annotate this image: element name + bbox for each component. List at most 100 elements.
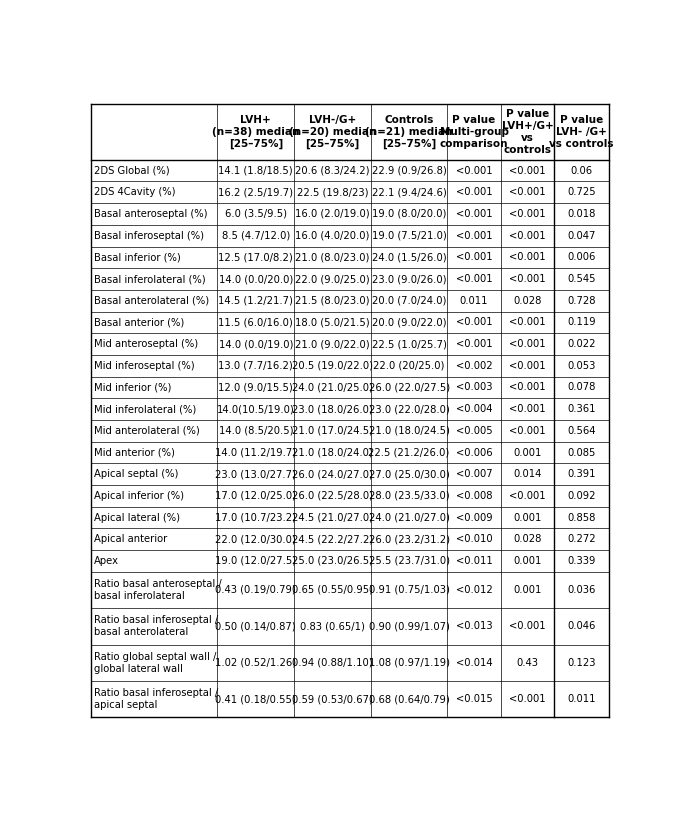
- Text: P value
LVH+/G+
vs
controls: P value LVH+/G+ vs controls: [501, 109, 553, 154]
- Text: 14.0 (0.0/19.0): 14.0 (0.0/19.0): [219, 339, 293, 349]
- Text: 22.0 (20/25.0): 22.0 (20/25.0): [374, 361, 445, 371]
- Text: <0.001: <0.001: [509, 231, 546, 241]
- Text: 23.0 (22.0/28.0): 23.0 (22.0/28.0): [369, 404, 449, 414]
- Text: 24.5 (22.2/27.2): 24.5 (22.2/27.2): [292, 534, 373, 544]
- Text: Mid anteroseptal (%): Mid anteroseptal (%): [94, 339, 198, 349]
- Text: 0.545: 0.545: [567, 274, 595, 284]
- Text: 24.5 (21.0/27.0): 24.5 (21.0/27.0): [292, 512, 373, 523]
- Text: <0.001: <0.001: [509, 317, 546, 328]
- Text: Basal anteroseptal (%): Basal anteroseptal (%): [94, 209, 208, 219]
- Text: <0.001: <0.001: [509, 491, 546, 501]
- Text: 0.83 (0.65/1): 0.83 (0.65/1): [300, 621, 365, 632]
- Text: 22.5 (21.2/26.0): 22.5 (21.2/26.0): [368, 447, 449, 458]
- Text: 0.41 (0.18/0.55): 0.41 (0.18/0.55): [216, 694, 296, 704]
- Text: 0.085: 0.085: [567, 447, 595, 458]
- Text: 20.0 (7.0/24.0): 20.0 (7.0/24.0): [372, 296, 446, 306]
- Text: 0.078: 0.078: [567, 382, 595, 393]
- Text: 0.119: 0.119: [567, 317, 595, 328]
- Text: 18.0 (5.0/21.5): 18.0 (5.0/21.5): [295, 317, 370, 328]
- Text: 17.0 (10.7/23.2): 17.0 (10.7/23.2): [216, 512, 296, 523]
- Text: <0.011: <0.011: [456, 556, 492, 566]
- Text: 0.272: 0.272: [567, 534, 595, 544]
- Text: <0.013: <0.013: [456, 621, 492, 632]
- Text: 23.0 (9.0/26.0): 23.0 (9.0/26.0): [372, 274, 446, 284]
- Text: <0.003: <0.003: [456, 382, 492, 393]
- Text: Ratio basal inferoseptal /
basal anterolateral: Ratio basal inferoseptal / basal anterol…: [94, 615, 218, 637]
- Text: <0.005: <0.005: [456, 426, 492, 436]
- Text: LVH+
(n=38) median
[25–75%]: LVH+ (n=38) median [25–75%]: [212, 115, 299, 149]
- Text: 14.0 (8.5/20.5): 14.0 (8.5/20.5): [218, 426, 293, 436]
- Text: 24.0 (1.5/26.0): 24.0 (1.5/26.0): [372, 252, 447, 263]
- Text: <0.004: <0.004: [456, 404, 492, 414]
- Text: 24.0 (21.0/25.0): 24.0 (21.0/25.0): [292, 382, 373, 393]
- Text: Apical septal (%): Apical septal (%): [94, 469, 179, 479]
- Text: 0.123: 0.123: [567, 658, 595, 667]
- Text: Mid inferoseptal (%): Mid inferoseptal (%): [94, 361, 195, 371]
- Text: <0.001: <0.001: [456, 339, 492, 349]
- Text: <0.010: <0.010: [456, 534, 492, 544]
- Text: 22.9 (0.9/26.8): 22.9 (0.9/26.8): [372, 166, 447, 176]
- Text: <0.001: <0.001: [456, 274, 492, 284]
- Text: Mid inferior (%): Mid inferior (%): [94, 382, 172, 393]
- Text: 21.0 (17.0/24.5): 21.0 (17.0/24.5): [292, 426, 373, 436]
- Text: <0.001: <0.001: [456, 252, 492, 263]
- Text: 25.0 (23.0/26.5): 25.0 (23.0/26.5): [292, 556, 373, 566]
- Text: <0.015: <0.015: [456, 694, 492, 704]
- Text: 14.0 (11.2/19.7): 14.0 (11.2/19.7): [216, 447, 297, 458]
- Text: 11.5 (6.0/16.0): 11.5 (6.0/16.0): [218, 317, 293, 328]
- Text: 17.0 (12.0/25.0): 17.0 (12.0/25.0): [216, 491, 296, 501]
- Text: Mid anterior (%): Mid anterior (%): [94, 447, 175, 458]
- Text: <0.001: <0.001: [456, 317, 492, 328]
- Text: <0.014: <0.014: [456, 658, 492, 667]
- Text: 0.68 (0.64/0.79): 0.68 (0.64/0.79): [369, 694, 449, 704]
- Text: 21.0 (18.0/24.5): 21.0 (18.0/24.5): [369, 426, 449, 436]
- Text: Mid anterolateral (%): Mid anterolateral (%): [94, 426, 200, 436]
- Text: Apical anterior: Apical anterior: [94, 534, 168, 544]
- Text: 16.0 (4.0/20.0): 16.0 (4.0/20.0): [295, 231, 370, 241]
- Text: 0.011: 0.011: [567, 694, 595, 704]
- Text: 0.858: 0.858: [567, 512, 595, 523]
- Text: Apical inferior (%): Apical inferior (%): [94, 491, 184, 501]
- Text: Mid inferolateral (%): Mid inferolateral (%): [94, 404, 196, 414]
- Text: 12.0 (9.0/15.5): 12.0 (9.0/15.5): [218, 382, 293, 393]
- Text: 22.5 (19.8/23): 22.5 (19.8/23): [297, 187, 368, 198]
- Text: 21.0 (18.0/24.0): 21.0 (18.0/24.0): [292, 447, 373, 458]
- Text: 0.001: 0.001: [514, 512, 542, 523]
- Text: 1.02 (0.52/1.26): 1.02 (0.52/1.26): [216, 658, 297, 667]
- Text: 0.053: 0.053: [567, 361, 595, 371]
- Text: Basal anterolateral (%): Basal anterolateral (%): [94, 296, 209, 306]
- Text: 0.339: 0.339: [567, 556, 595, 566]
- Text: <0.001: <0.001: [456, 166, 492, 176]
- Text: <0.001: <0.001: [509, 209, 546, 219]
- Text: 21.5 (8.0/23.0): 21.5 (8.0/23.0): [295, 296, 370, 306]
- Text: 0.361: 0.361: [567, 404, 595, 414]
- Text: <0.012: <0.012: [456, 585, 492, 595]
- Text: 8.5 (4.7/12.0): 8.5 (4.7/12.0): [222, 231, 290, 241]
- Text: 0.564: 0.564: [567, 426, 595, 436]
- Text: <0.009: <0.009: [456, 512, 492, 523]
- Text: 13.0 (7.7/16.2): 13.0 (7.7/16.2): [218, 361, 293, 371]
- Text: <0.007: <0.007: [456, 469, 492, 479]
- Text: 0.028: 0.028: [514, 296, 542, 306]
- Text: P value
Multi-group
comparison: P value Multi-group comparison: [440, 115, 509, 149]
- Text: Basal inferior (%): Basal inferior (%): [94, 252, 181, 263]
- Text: 0.728: 0.728: [567, 296, 595, 306]
- Text: Basal inferolateral (%): Basal inferolateral (%): [94, 274, 206, 284]
- Text: 0.001: 0.001: [514, 585, 542, 595]
- Text: 2DS Global (%): 2DS Global (%): [94, 166, 170, 176]
- Text: 16.0 (2.0/19.0): 16.0 (2.0/19.0): [295, 209, 370, 219]
- Text: <0.001: <0.001: [509, 166, 546, 176]
- Text: 14.0 (0.0/20.0): 14.0 (0.0/20.0): [219, 274, 293, 284]
- Text: <0.001: <0.001: [509, 426, 546, 436]
- Text: LVH-/G+
(n=20) median
[25–75%]: LVH-/G+ (n=20) median [25–75%]: [288, 115, 376, 149]
- Text: <0.002: <0.002: [456, 361, 492, 371]
- Text: 19.0 (8.0/20.0): 19.0 (8.0/20.0): [372, 209, 446, 219]
- Text: 0.028: 0.028: [514, 534, 542, 544]
- Text: 0.001: 0.001: [514, 556, 542, 566]
- Text: <0.001: <0.001: [509, 382, 546, 393]
- Text: <0.001: <0.001: [456, 231, 492, 241]
- Text: <0.001: <0.001: [456, 187, 492, 198]
- Text: 19.0 (7.5/21.0): 19.0 (7.5/21.0): [372, 231, 447, 241]
- Text: 22.0 (9.0/25.0): 22.0 (9.0/25.0): [295, 274, 370, 284]
- Text: 25.5 (23.7/31.0): 25.5 (23.7/31.0): [368, 556, 449, 566]
